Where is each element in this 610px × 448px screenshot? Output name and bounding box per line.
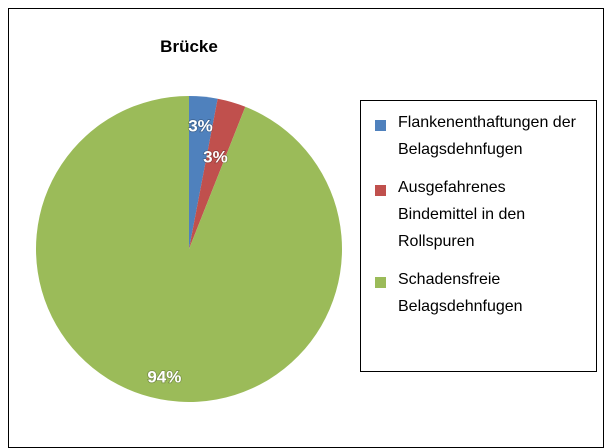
pie-slice xyxy=(36,96,343,403)
legend-label: Flankenenthaftungen der Belagsdehnfugen xyxy=(398,114,576,158)
legend: Flankenenthaftungen der Belagsdehnfugen A… xyxy=(360,100,597,372)
legend-label: Ausgefahrenes Bindemittel in den Rollspu… xyxy=(398,179,526,250)
legend-label: Schadensfreie Belagsdehnfugen xyxy=(398,271,523,315)
pie-slice xyxy=(189,98,246,249)
legend-swatch xyxy=(375,120,386,131)
legend-item: Ausgefahrenes Bindemittel in den Rollspu… xyxy=(375,179,596,255)
data-label: 3% xyxy=(188,117,213,136)
chart-title: Brücke xyxy=(160,37,218,56)
legend-item: Schadensfreie Belagsdehnfugen xyxy=(375,271,596,320)
page: Brücke 3% 3% 94% Flankenenthaftungen der B… xyxy=(8,8,604,448)
legend-swatch xyxy=(375,185,386,196)
chart: Brücke 3% 3% 94% xyxy=(36,37,343,403)
data-label: 3% xyxy=(203,147,228,166)
legend-item: Flankenenthaftungen der Belagsdehnfugen xyxy=(375,114,596,163)
data-label: 94% xyxy=(147,368,181,387)
legend-swatch xyxy=(375,277,386,288)
pie-slice xyxy=(189,96,218,249)
